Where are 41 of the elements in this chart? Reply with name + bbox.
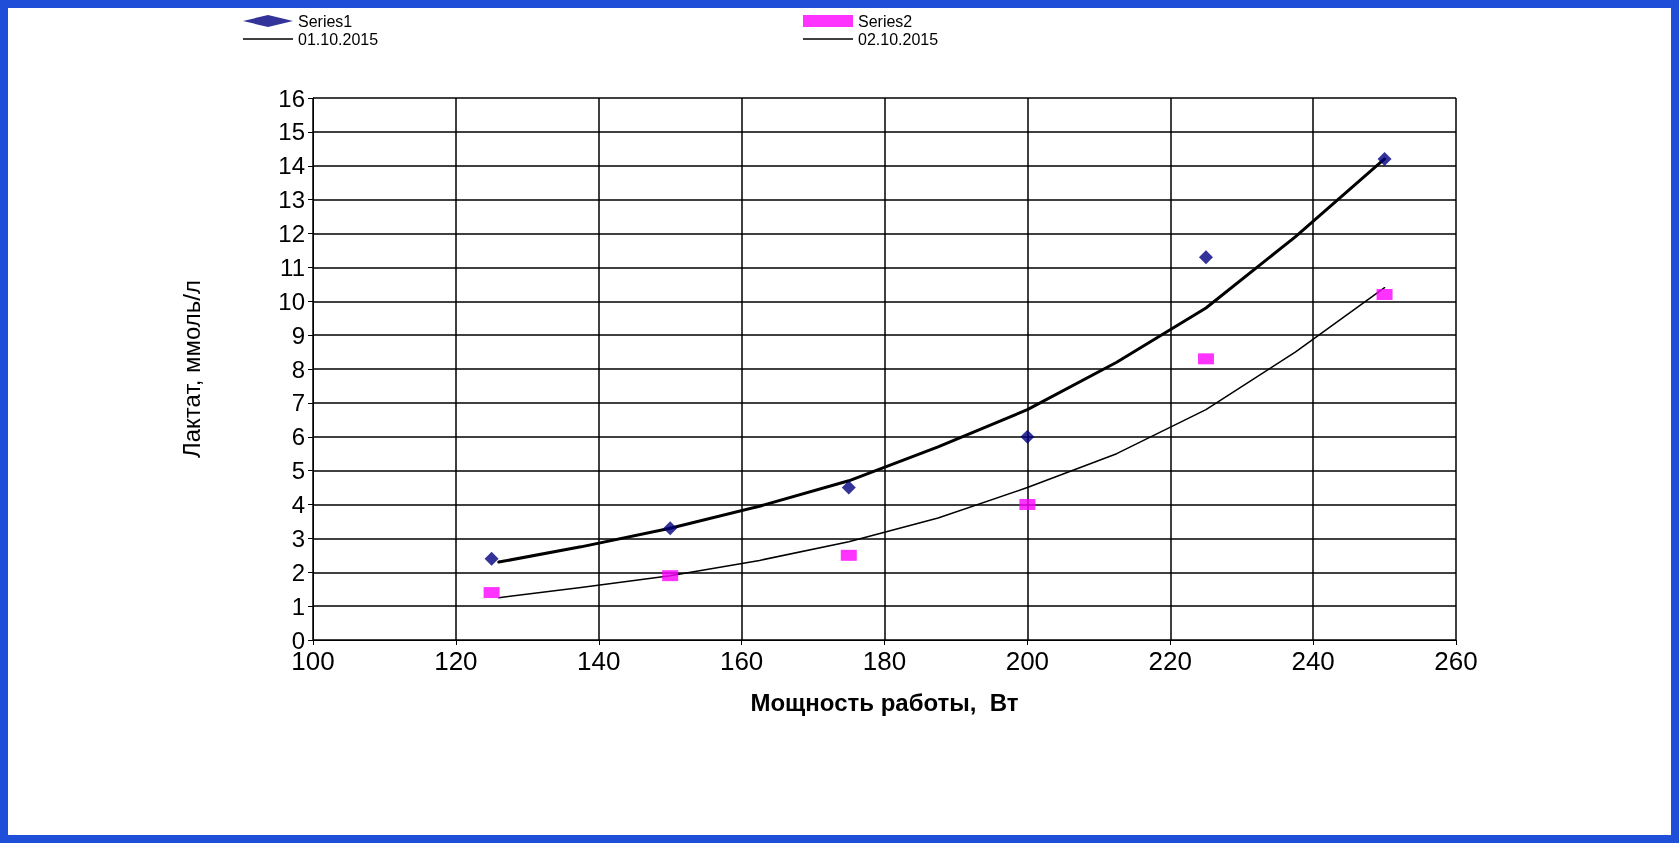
y-tick-label: 6 <box>291 423 305 451</box>
y-tick-label: 16 <box>278 84 305 112</box>
point <box>1377 151 1392 166</box>
y-tick-label: 2 <box>291 558 305 586</box>
point <box>1376 288 1393 300</box>
legend-label: 01.10.2015 <box>298 30 379 48</box>
y-tick-label: 1 <box>291 592 305 620</box>
y-tick-label: 5 <box>291 457 305 485</box>
legend-label: 02.10.2015 <box>858 30 939 48</box>
y-tick-label: 14 <box>278 152 305 180</box>
point <box>484 551 499 566</box>
y-tick-label: 7 <box>291 389 305 417</box>
x-tick-label: 140 <box>577 646 621 676</box>
x-tick-label: 120 <box>434 646 478 676</box>
y-tick-label: 8 <box>291 355 305 383</box>
legend-label: Series2 <box>858 12 913 30</box>
point <box>1197 353 1214 365</box>
legend-label: Series1 <box>298 12 353 30</box>
y-axis-title: Лактат, ммоль/л <box>177 279 205 459</box>
point <box>1020 429 1035 444</box>
y-tick-label: 12 <box>278 220 305 247</box>
y-tick-label: 3 <box>291 524 305 552</box>
point <box>663 521 678 536</box>
point <box>840 549 857 561</box>
point <box>841 480 856 495</box>
point <box>662 570 679 582</box>
x-tick-label: 200 <box>1005 646 1050 676</box>
x-tick-label: 160 <box>719 646 764 676</box>
point <box>483 587 500 599</box>
x-tick-label: 240 <box>1291 646 1335 676</box>
y-tick-label: 15 <box>278 118 305 146</box>
y-tick-label: 4 <box>291 491 305 518</box>
x-tick-label: 180 <box>862 646 907 676</box>
y-tick-label: 10 <box>278 287 305 315</box>
y-tick-label: 9 <box>291 321 305 349</box>
y-tick-label: 11 <box>280 253 305 281</box>
point <box>1198 250 1213 265</box>
x-axis-title: Мощность работы, Вт <box>750 688 1019 716</box>
x-tick-label: 260 <box>1434 646 1478 676</box>
y-tick-label: 13 <box>278 186 305 214</box>
x-tick-label: 220 <box>1148 646 1192 676</box>
